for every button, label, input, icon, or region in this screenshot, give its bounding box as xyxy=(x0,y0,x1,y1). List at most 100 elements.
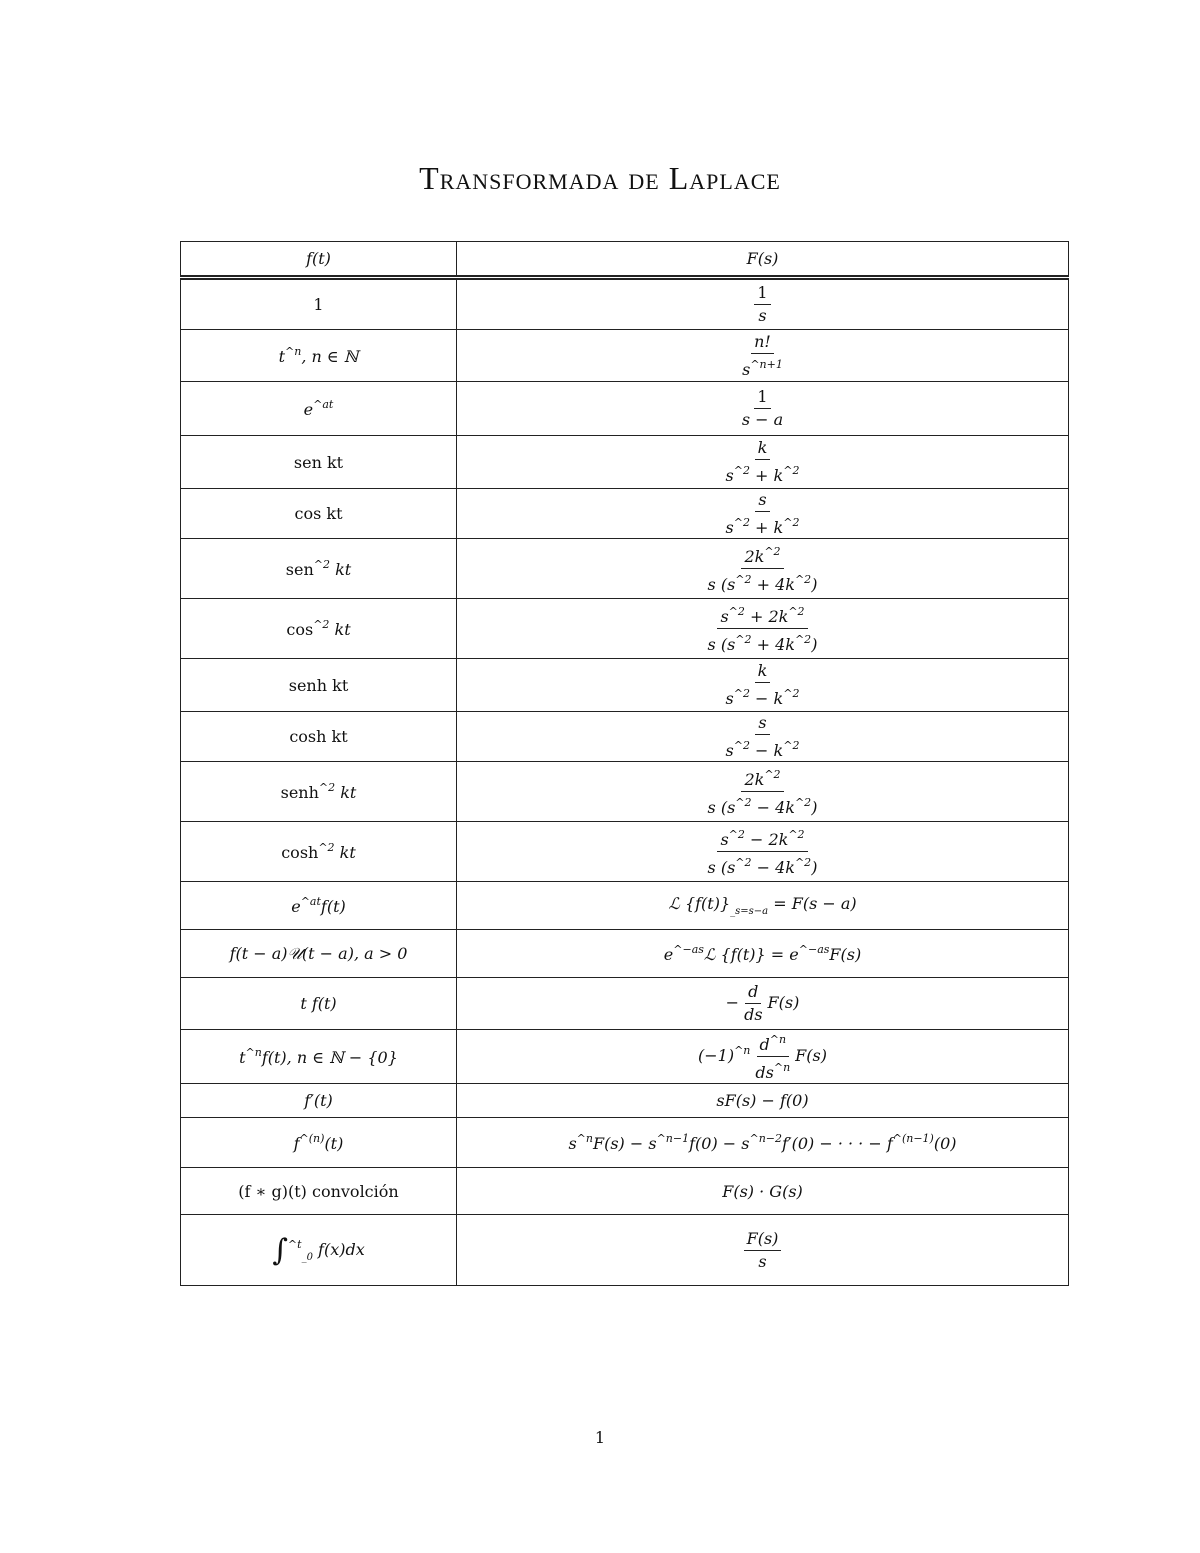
math-text: + k xyxy=(749,466,784,485)
fraction: d ds xyxy=(741,983,765,1024)
time-function-cell: f^(n)(t) xyxy=(180,1117,457,1168)
math-text: senh xyxy=(280,783,319,802)
numerator: 2k^2 xyxy=(741,543,784,569)
superscript: ^2 xyxy=(783,515,800,529)
transform-cell: n! s^n+1 xyxy=(456,329,1069,382)
superscript: ^t xyxy=(287,1237,302,1251)
superscript: ^2 xyxy=(733,687,750,700)
superscript: ^2 xyxy=(788,828,805,841)
time-function-cell: e^at xyxy=(180,381,457,436)
time-function-cell: t^nf(t), n ∈ ℕ − {0} xyxy=(180,1029,457,1084)
superscript: ^n xyxy=(734,1044,751,1057)
transform-cell: F(s) · G(s) xyxy=(456,1167,1069,1215)
transform-cell: s s^2 + k^2 xyxy=(456,488,1069,539)
numerator: F(s) xyxy=(743,1228,782,1251)
math-text: f(t) xyxy=(306,249,331,268)
time-function-cell: f(t − a)𝒰(t − a), a > 0 xyxy=(180,929,457,978)
header-F-of-s: F(s) xyxy=(456,241,1069,278)
numerator: d^n xyxy=(756,1031,790,1057)
math-text: s (s xyxy=(707,575,736,594)
table-row: cos^2 kt s^2 + 2k^2 s (s^2 + 4k^2) xyxy=(180,598,1069,659)
transform-cell: e^−asℒ {f(t)} = e^−asF(s) xyxy=(456,929,1069,978)
fraction: s^2 − 2k^2 s (s^2 − 4k^2) xyxy=(705,826,821,877)
table-row: sen kt k s^2 + k^2 xyxy=(180,435,1069,489)
table-row: e^at 1 s − a xyxy=(180,381,1069,436)
numerator: 1 xyxy=(754,388,771,409)
math-text: F(s) − s xyxy=(592,1134,657,1153)
superscript: ^n xyxy=(285,345,302,358)
math-text: d xyxy=(759,1035,770,1054)
math-text: f(0) − s xyxy=(689,1134,750,1153)
superscript: ^2 xyxy=(764,768,781,781)
math-text: − 2k xyxy=(744,830,789,849)
math-text: s xyxy=(758,306,767,325)
denominator: s^2 + k^2 xyxy=(723,460,803,485)
table-row: f^(n)(t) s^nF(s) − s^n−1f(0) − s^n−2f′(0)… xyxy=(180,1117,1069,1168)
math-text: senh kt xyxy=(288,675,349,695)
denominator: s xyxy=(755,305,769,325)
math-text: f(t), n ∈ ℕ − {0} xyxy=(261,1048,398,1067)
math-text: n! xyxy=(754,331,771,351)
page-number: 1 xyxy=(594,1428,606,1447)
fraction: k s^2 + k^2 xyxy=(723,439,803,485)
math-text: (0) xyxy=(933,1134,957,1153)
transform-cell: F(s) s xyxy=(456,1214,1069,1286)
math-text: ) xyxy=(811,635,818,654)
time-function-cell: cosh kt xyxy=(180,711,457,762)
superscript: ^2 xyxy=(313,618,330,631)
transform-cell: 2k^2 s (s^2 − 4k^2) xyxy=(456,761,1069,822)
math-text: kt xyxy=(334,843,356,862)
math-text: s xyxy=(568,1134,577,1153)
superscript: ^−as xyxy=(673,943,704,956)
denominator: s^2 − k^2 xyxy=(723,735,803,760)
time-function-cell: cos^2 kt xyxy=(180,598,457,659)
math-text: s xyxy=(720,830,729,849)
math-text: − k xyxy=(749,740,784,760)
time-function-cell: senh^2 kt xyxy=(180,761,457,822)
superscript: ^at xyxy=(300,895,321,908)
fraction: F(s) s xyxy=(743,1228,782,1271)
math-text: ℒ {f(t)} xyxy=(668,894,731,913)
table-row: cos kt s s^2 + k^2 xyxy=(180,488,1069,539)
page-title: Transformada de Laplace xyxy=(419,160,781,196)
math-text: F(s) xyxy=(746,1228,779,1248)
denominator: s (s^2 + 4k^2) xyxy=(705,569,821,594)
time-function-cell: e^atf(t) xyxy=(180,881,457,930)
denominator: s (s^2 + 4k^2) xyxy=(705,629,821,654)
superscript: ^2 xyxy=(728,605,745,618)
numerator: n! xyxy=(751,331,774,354)
table-row: f(t − a)𝒰(t − a), a > 0 e^−asℒ {f(t)} = e… xyxy=(180,929,1069,978)
math-text: F(s) xyxy=(795,1046,827,1065)
math-text: + 4k xyxy=(751,575,795,594)
superscript: ^(n) xyxy=(299,1132,325,1145)
table-row: t f(t) − d ds F(s) xyxy=(180,977,1069,1030)
math-text: ds xyxy=(744,1005,763,1024)
math-text: F(s) xyxy=(767,993,800,1012)
denominator: s (s^2 − 4k^2) xyxy=(705,792,821,817)
fraction: 1 s − a xyxy=(739,388,786,429)
superscript: ^2 xyxy=(794,633,812,646)
math-text: (t) xyxy=(324,1134,344,1153)
transform-cell: s^nF(s) − s^n−1f(0) − s^n−2f′(0) − · · ·… xyxy=(456,1117,1069,1168)
subscript: _0 xyxy=(301,1251,313,1263)
math-text: s xyxy=(758,489,767,509)
fraction: s^2 + 2k^2 s (s^2 + 4k^2) xyxy=(705,603,821,654)
superscript: ^2 xyxy=(735,796,752,809)
math-text: f′(0) − · · · − f xyxy=(782,1134,893,1153)
math-text: 2k xyxy=(744,547,765,566)
table-header-row: f(t) F(s) xyxy=(180,241,1069,278)
numerator: k xyxy=(754,439,771,460)
math-text: = F(s − a) xyxy=(768,894,857,913)
math-text: , n ∈ ℕ xyxy=(301,347,359,366)
time-function-cell: sen^2 kt xyxy=(180,538,457,599)
math-text: e xyxy=(303,400,314,419)
transform-cell: − d ds F(s) xyxy=(456,977,1069,1030)
math-text: s − a xyxy=(741,410,784,429)
numerator: k xyxy=(754,662,771,683)
math-text: s xyxy=(725,517,734,537)
math-text: ) xyxy=(811,798,818,817)
math-text: sen kt xyxy=(293,452,344,472)
math-text: ℒ {f(t)} = e xyxy=(703,945,799,964)
denominator: ds xyxy=(741,1004,765,1024)
math-text: 2k xyxy=(744,770,765,789)
